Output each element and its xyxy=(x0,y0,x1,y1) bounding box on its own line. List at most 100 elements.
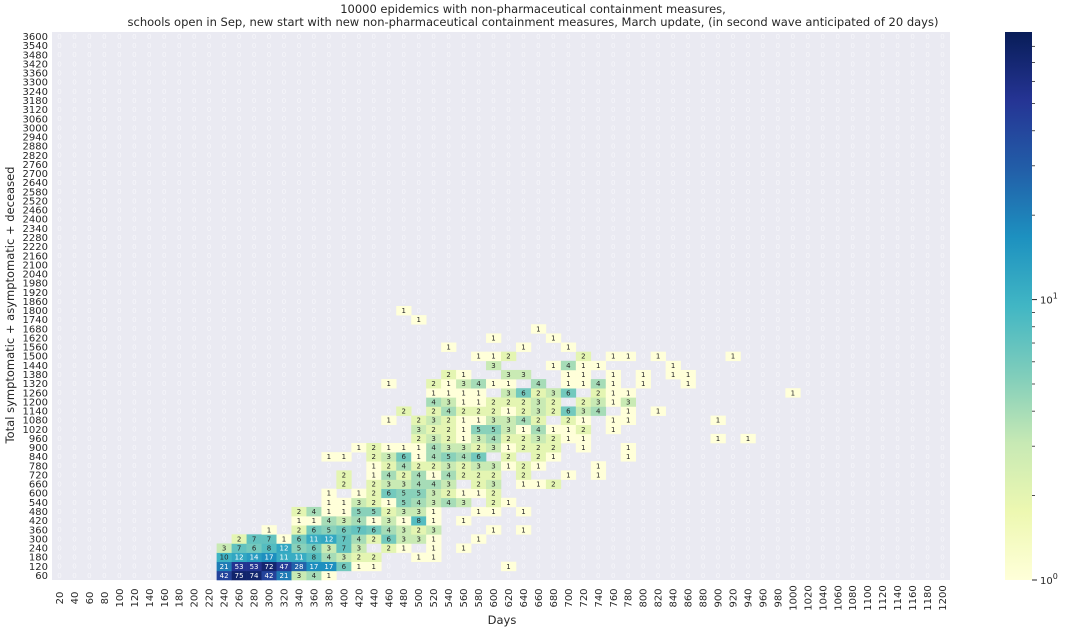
empty-cell-label: 0 xyxy=(237,344,241,352)
empty-cell-label: 0 xyxy=(87,307,91,315)
empty-cell-label: 0 xyxy=(87,106,91,114)
empty-cell-label: 0 xyxy=(476,334,480,342)
empty-cell-label: 0 xyxy=(177,362,181,370)
heatmap-cell xyxy=(575,379,592,389)
empty-cell-label: 0 xyxy=(821,572,825,580)
empty-cell-label: 0 xyxy=(865,572,869,580)
empty-cell-label: 0 xyxy=(821,207,825,215)
x-tick-label: 200 xyxy=(190,588,201,607)
empty-cell-label: 0 xyxy=(342,371,346,379)
empty-cell-label: 0 xyxy=(536,334,540,342)
empty-cell-label: 0 xyxy=(147,97,151,105)
empty-cell-label: 0 xyxy=(476,97,480,105)
empty-cell-label: 0 xyxy=(746,207,750,215)
empty-cell-label: 0 xyxy=(476,544,480,552)
empty-cell-label: 0 xyxy=(222,526,226,534)
empty-cell-label: 0 xyxy=(207,490,211,498)
x-tick-label: 1080 xyxy=(848,585,859,610)
empty-cell-label: 0 xyxy=(87,380,91,388)
empty-cell-label: 0 xyxy=(312,353,316,361)
empty-cell-label: 0 xyxy=(776,344,780,352)
cell-value-label: 5 xyxy=(372,508,376,516)
empty-cell-label: 0 xyxy=(312,51,316,59)
empty-cell-label: 0 xyxy=(372,417,376,425)
empty-cell-label: 0 xyxy=(701,106,705,114)
empty-cell-label: 0 xyxy=(806,88,810,96)
empty-cell-label: 0 xyxy=(656,490,660,498)
empty-cell-label: 0 xyxy=(282,79,286,87)
empty-cell-label: 0 xyxy=(791,398,795,406)
heatmap-cell xyxy=(515,342,532,352)
empty-cell-label: 0 xyxy=(237,216,241,224)
cell-value-label: 1 xyxy=(476,490,480,498)
empty-cell-label: 0 xyxy=(132,316,136,324)
empty-cell-label: 0 xyxy=(401,353,405,361)
cell-value-label: 1 xyxy=(461,426,465,434)
empty-cell-label: 0 xyxy=(207,389,211,397)
empty-cell-label: 0 xyxy=(641,508,645,516)
heatmap-cell xyxy=(560,360,577,371)
cell-value-label: 1 xyxy=(566,435,570,443)
empty-cell-label: 0 xyxy=(342,435,346,443)
cell-value-label: 4 xyxy=(446,408,451,416)
empty-cell-label: 0 xyxy=(401,88,405,96)
empty-cell-label: 0 xyxy=(491,51,495,59)
empty-cell-label: 0 xyxy=(177,444,181,452)
empty-cell-label: 0 xyxy=(761,544,765,552)
empty-cell-label: 0 xyxy=(416,261,420,269)
empty-cell-label: 0 xyxy=(192,197,196,205)
empty-cell-label: 0 xyxy=(117,398,121,406)
empty-cell-label: 0 xyxy=(925,417,929,425)
cell-value-label: 1 xyxy=(431,545,435,553)
empty-cell-label: 0 xyxy=(57,115,61,123)
empty-cell-label: 0 xyxy=(895,216,899,224)
empty-cell-label: 0 xyxy=(536,307,540,315)
empty-cell-label: 0 xyxy=(252,170,256,178)
empty-cell-label: 0 xyxy=(671,216,675,224)
cell-value-label: 4 xyxy=(312,572,317,580)
empty-cell-label: 0 xyxy=(865,79,869,87)
empty-cell-label: 0 xyxy=(207,298,211,306)
cell-value-label: 6 xyxy=(312,545,317,553)
empty-cell-label: 0 xyxy=(192,179,196,187)
heatmap-cell xyxy=(216,552,232,563)
empty-cell-label: 0 xyxy=(746,508,750,516)
empty-cell-label: 0 xyxy=(117,33,121,41)
empty-cell-label: 0 xyxy=(491,152,495,160)
empty-cell-label: 0 xyxy=(521,517,525,525)
empty-cell-label: 0 xyxy=(925,435,929,443)
empty-cell-label: 0 xyxy=(177,490,181,498)
empty-cell-label: 0 xyxy=(536,179,540,187)
empty-cell-label: 0 xyxy=(72,316,76,324)
empty-cell-label: 0 xyxy=(237,115,241,123)
empty-cell-label: 0 xyxy=(850,508,854,516)
empty-cell-label: 0 xyxy=(357,389,361,397)
empty-cell-label: 0 xyxy=(791,554,795,562)
empty-cell-label: 0 xyxy=(177,426,181,434)
empty-cell-label: 0 xyxy=(401,389,405,397)
empty-cell-label: 0 xyxy=(761,106,765,114)
empty-cell-label: 0 xyxy=(940,481,944,489)
empty-cell-label: 0 xyxy=(821,544,825,552)
cell-value-label: 2 xyxy=(506,435,510,443)
empty-cell-label: 0 xyxy=(880,252,884,260)
cell-value-label: 1 xyxy=(416,316,420,324)
empty-cell-label: 0 xyxy=(237,133,241,141)
empty-cell-label: 0 xyxy=(925,398,929,406)
empty-cell-label: 0 xyxy=(147,124,151,132)
empty-cell-label: 0 xyxy=(551,508,555,516)
empty-cell-label: 0 xyxy=(117,517,121,525)
empty-cell-label: 0 xyxy=(72,161,76,169)
empty-cell-label: 0 xyxy=(850,97,854,105)
empty-cell-label: 0 xyxy=(626,243,630,251)
empty-cell-label: 0 xyxy=(506,535,510,543)
empty-cell-label: 0 xyxy=(117,362,121,370)
y-tick-label: 780 xyxy=(29,461,48,472)
empty-cell-label: 0 xyxy=(162,216,166,224)
empty-cell-label: 0 xyxy=(506,79,510,87)
empty-cell-label: 0 xyxy=(312,362,316,370)
empty-cell-label: 0 xyxy=(72,380,76,388)
empty-cell-label: 0 xyxy=(641,42,645,50)
empty-cell-label: 0 xyxy=(252,280,256,288)
empty-cell-label: 0 xyxy=(761,490,765,498)
